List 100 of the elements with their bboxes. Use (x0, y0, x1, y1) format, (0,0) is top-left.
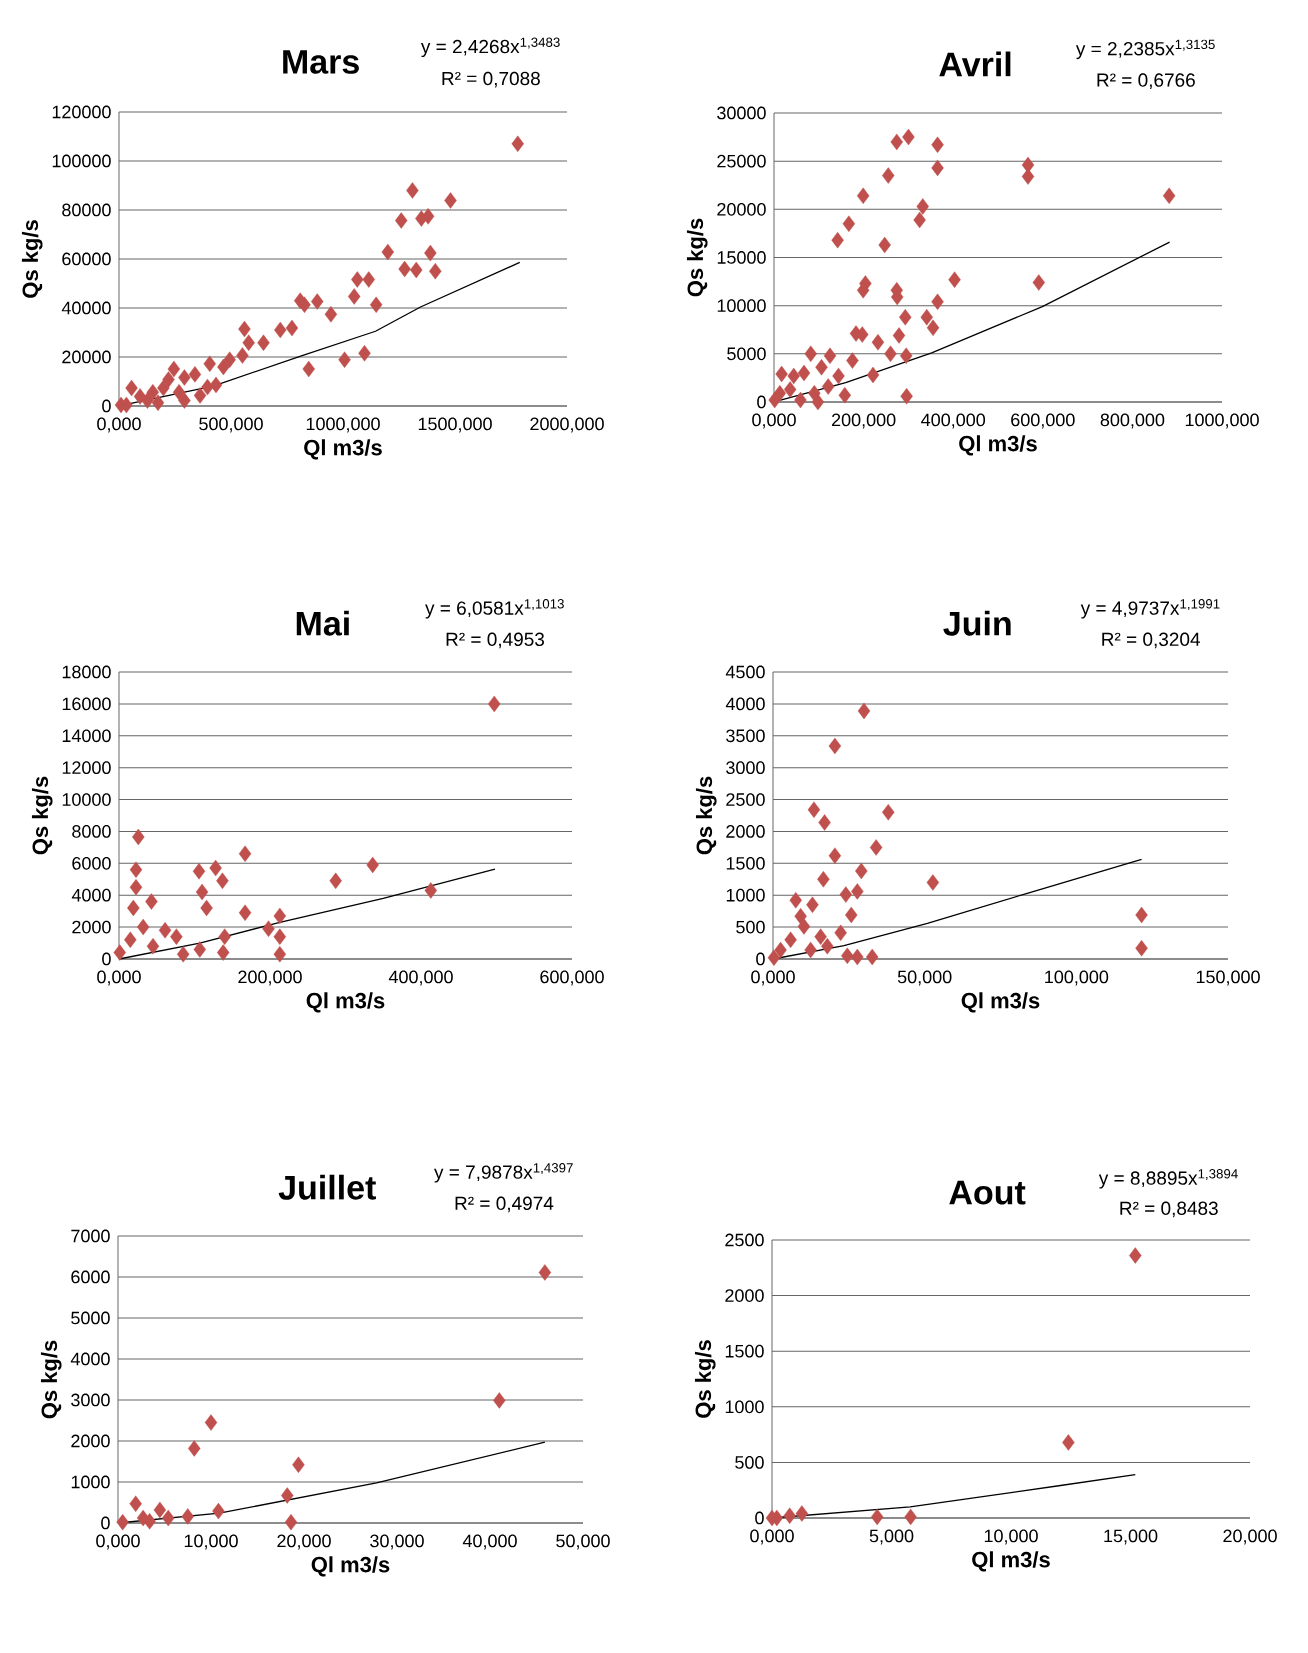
point (192, 863, 206, 880)
point (831, 231, 844, 249)
point (209, 376, 223, 394)
y-tick-label: 0 (102, 952, 111, 966)
y-tick-label: 0 (102, 399, 111, 413)
point (857, 702, 871, 720)
point (856, 326, 869, 343)
x-tick-label: 0,000 (97, 417, 141, 433)
point (828, 737, 842, 755)
y-tick-label: 3000 (726, 761, 765, 775)
point (538, 1264, 552, 1281)
point (203, 355, 216, 373)
x-tick-label: 200,000 (238, 970, 302, 986)
y-tick-label: 500 (736, 920, 765, 934)
text: R² = 0,7088 (442, 71, 540, 88)
y-tick-label: 80000 (62, 203, 111, 217)
point (129, 861, 143, 878)
point (890, 133, 903, 151)
y-tick-label: 5000 (727, 347, 766, 361)
y-tick-label: 0 (755, 1511, 764, 1525)
x-axis-title: Ql m3/s (972, 1551, 1050, 1572)
point (200, 899, 213, 917)
point (188, 1440, 201, 1457)
y-tick-label: 1000 (726, 888, 765, 902)
y-tick-label: 6000 (71, 1270, 110, 1284)
y-tick-label: 8000 (72, 825, 111, 838)
chart-title: Avril (939, 51, 1011, 77)
point (381, 243, 394, 261)
point (204, 1414, 218, 1431)
y-tick-label: 2500 (726, 793, 765, 806)
point (797, 364, 811, 382)
point (822, 378, 835, 395)
y-tick-label: 20000 (62, 350, 111, 364)
y-axis-title: Qs kg/s (21, 220, 43, 298)
chart-title: Juin (943, 610, 1011, 636)
point (338, 351, 351, 368)
point (783, 1507, 796, 1524)
y-tick-label: 500 (735, 1456, 764, 1469)
point (931, 136, 944, 153)
x-tick-label: 200,000 (831, 413, 896, 429)
point (1162, 187, 1176, 205)
text: R² = 0,8483 (1120, 1201, 1218, 1218)
x-tick-label: 100,000 (1045, 970, 1109, 986)
point (902, 128, 915, 146)
point (193, 387, 207, 404)
point (170, 928, 183, 945)
point (136, 918, 150, 936)
y-tick-label: 3500 (726, 729, 765, 743)
point (145, 893, 158, 910)
point (273, 907, 287, 925)
y-tick-label: 16000 (62, 697, 111, 711)
x-axis-title: Ql m3/s (959, 435, 1037, 456)
point (804, 345, 817, 363)
point (262, 920, 275, 937)
text: y = 8,8895x$^{1,3894}$ (1098, 1169, 1238, 1189)
y-tick-label: 7000 (71, 1229, 110, 1243)
point (257, 334, 270, 351)
y-tick-label: 2000 (72, 920, 111, 934)
point (366, 856, 379, 874)
x-tick-label: 400,000 (388, 970, 453, 986)
chart-title: Aout (949, 1180, 1026, 1205)
point (167, 360, 181, 378)
y-tick-label: 14000 (62, 729, 111, 743)
text: y = 2,2385x$^{1,3135}$ (1075, 39, 1215, 60)
point (931, 159, 944, 177)
point (351, 271, 364, 288)
point (195, 883, 209, 901)
x-tick-label: 30,000 (370, 1534, 424, 1550)
point (892, 327, 906, 344)
point (201, 378, 214, 396)
x-tick-label: 1500,000 (418, 417, 492, 433)
point (870, 1508, 884, 1526)
point (855, 862, 868, 880)
text: R² = 0,6766 (1097, 73, 1195, 90)
x-axis-title: Ql m3/s (304, 439, 382, 460)
x-tick-label: 10,000 (984, 1529, 1038, 1545)
x-tick-label: 0,000 (96, 1534, 140, 1550)
point (794, 391, 807, 409)
point (398, 260, 411, 278)
x-axis-title: Ql m3/s (306, 992, 385, 1013)
point (129, 1495, 142, 1512)
point (348, 288, 361, 305)
point (899, 309, 912, 326)
point (216, 872, 229, 890)
point (784, 931, 797, 949)
point (871, 334, 885, 351)
point (845, 906, 858, 924)
point (181, 1508, 194, 1525)
x-axis-title: Ql m3/s (311, 1556, 390, 1577)
point (395, 212, 408, 229)
point (212, 1502, 225, 1520)
point (884, 345, 897, 363)
y-tick-label: 2500 (725, 1233, 764, 1247)
x-tick-label: 0,000 (97, 970, 141, 986)
x-tick-label: 5,000 (869, 1529, 914, 1545)
point (823, 347, 837, 364)
point (216, 944, 230, 961)
x-tick-label: 20,000 (1223, 1529, 1277, 1545)
x-tick-label: 150,000 (1196, 970, 1260, 986)
point (856, 187, 870, 205)
